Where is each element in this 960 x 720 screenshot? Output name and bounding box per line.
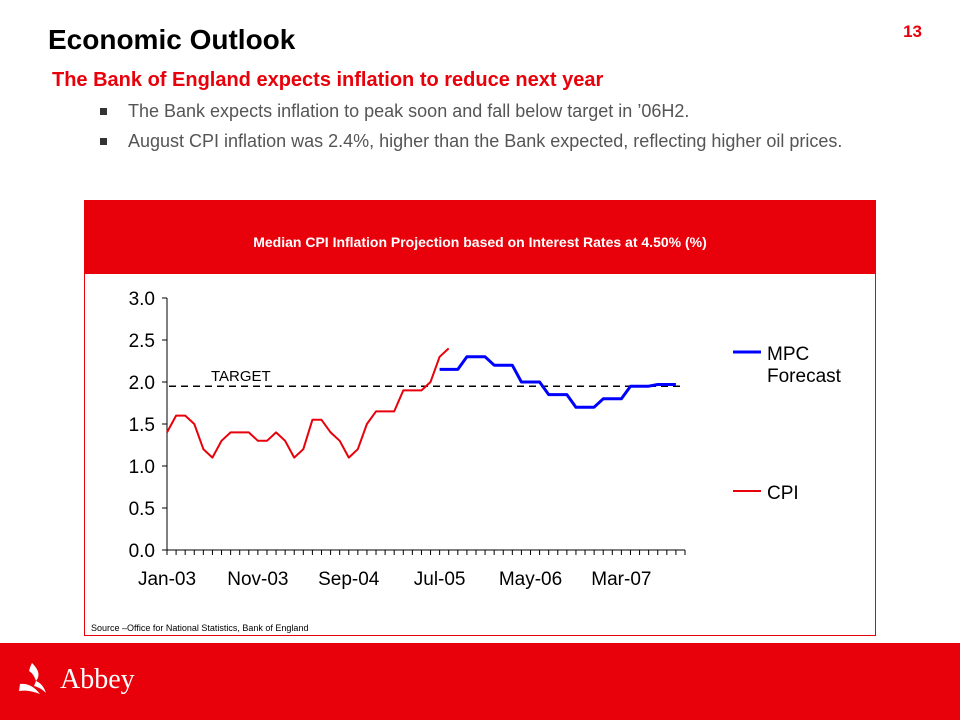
x-tick-label: Mar-07 bbox=[591, 569, 651, 590]
brand-name: Abbey bbox=[60, 664, 135, 695]
y-tick-label: 2.5 bbox=[129, 331, 155, 352]
page-subtitle: The Bank of England expects inflation to… bbox=[52, 69, 604, 91]
bullet-item: August CPI inflation was 2.4%, higher th… bbox=[100, 130, 910, 152]
y-tick-label: 1.5 bbox=[129, 415, 155, 436]
y-tick-label: 0.5 bbox=[129, 499, 155, 520]
bullet-square-icon bbox=[100, 108, 107, 115]
series-line-cpi bbox=[166, 347, 450, 459]
page-title: Economic Outlook bbox=[48, 24, 296, 55]
abbey-flame-icon bbox=[19, 663, 46, 694]
x-tick-label: May-06 bbox=[499, 569, 562, 590]
legend-label-cpi: CPI bbox=[767, 483, 799, 504]
source-note: Source –Office for National Statistics, … bbox=[91, 623, 309, 633]
x-tick-label: Jan-03 bbox=[138, 569, 196, 590]
series-line-mpc-forecast bbox=[439, 355, 676, 409]
chart-header: Median CPI Inflation Projection based on… bbox=[85, 201, 875, 274]
x-tick-label: Nov-03 bbox=[227, 569, 288, 590]
legend-label-mpc-forecast: MPC Forecast bbox=[767, 344, 842, 387]
bullet-text: August CPI inflation was 2.4%, higher th… bbox=[128, 131, 843, 151]
y-tick-label: 3.0 bbox=[129, 289, 155, 310]
target-label: TARGET bbox=[211, 368, 271, 385]
footer-bar: Abbey bbox=[0, 643, 960, 720]
x-tick-label: Jul-05 bbox=[414, 569, 466, 590]
brand-logo: Abbey bbox=[14, 660, 135, 700]
bullet-text: The Bank expects inflation to peak soon … bbox=[128, 101, 690, 121]
x-tick-label: Sep-04 bbox=[318, 569, 380, 590]
page-number: 13 bbox=[903, 22, 922, 41]
bullet-list: The Bank expects inflation to peak soon … bbox=[100, 100, 910, 160]
cpi-chart: 0.0 0.5 1.0 1.5 2.0 2.5 3.0 Jan-03 Nov-03 Sep-04 J… bbox=[129, 289, 842, 590]
y-tick-label: 1.0 bbox=[129, 457, 155, 478]
bullet-square-icon bbox=[100, 138, 107, 145]
y-tick-label: 2.0 bbox=[129, 373, 155, 394]
y-tick-label: 0.0 bbox=[129, 541, 155, 562]
chart-panel: Median CPI Inflation Projection based on… bbox=[84, 200, 876, 636]
bullet-item: The Bank expects inflation to peak soon … bbox=[100, 100, 910, 122]
